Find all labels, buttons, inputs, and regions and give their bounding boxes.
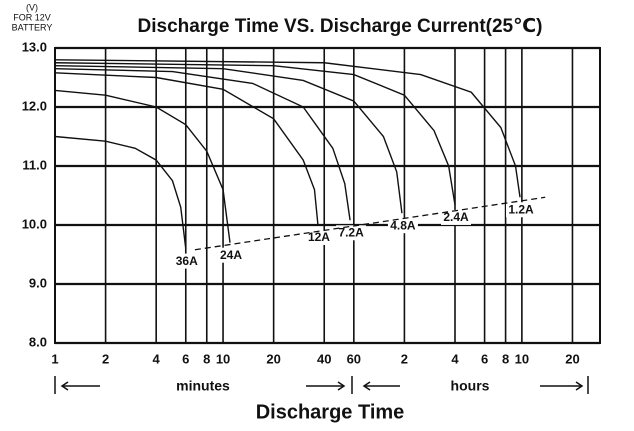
x-tick-label: 8 xyxy=(502,351,509,366)
y-tick-label: 13.0 xyxy=(22,39,47,54)
plot-frame xyxy=(54,47,601,344)
x-tick-label: 6 xyxy=(182,351,189,366)
x-tick-label: 40 xyxy=(317,351,331,366)
series-label: 2.4A xyxy=(443,210,469,224)
y-label: (V) xyxy=(26,2,38,12)
discharge-curve xyxy=(54,67,351,221)
label-bg xyxy=(336,225,367,241)
x-tick-label: 4 xyxy=(451,351,459,366)
y-tick-label: 12.0 xyxy=(22,98,47,113)
x-tick-label: 20 xyxy=(266,351,280,366)
x-tick-label: 2 xyxy=(401,351,408,366)
range-label: minutes xyxy=(176,378,230,394)
x-tick-label: 60 xyxy=(347,351,361,366)
y-tick-label: 11.0 xyxy=(22,157,47,172)
label-bg xyxy=(171,253,202,269)
discharge-curve xyxy=(54,62,456,206)
label-bg xyxy=(506,202,537,218)
chart-title: Discharge Time VS. Discharge Current(25℃… xyxy=(138,16,543,37)
discharge-curve xyxy=(54,72,319,226)
x-tick-label: 2 xyxy=(102,351,109,366)
label-bg xyxy=(440,209,471,225)
x-tick-label: 6 xyxy=(481,351,488,366)
series-label: 12A xyxy=(308,230,330,244)
x-tick-label: 20 xyxy=(565,351,579,366)
discharge-curve xyxy=(54,65,403,214)
y-tick-label: 10.0 xyxy=(22,216,47,231)
x-label: Discharge Time xyxy=(256,401,405,423)
x-tick-label: 4 xyxy=(153,351,161,366)
series-label: 36A xyxy=(176,254,198,268)
y-label: BATTERY xyxy=(12,22,53,32)
series-label: 1.2A xyxy=(508,202,534,216)
discharge-curve xyxy=(54,89,231,243)
series-label: 24A xyxy=(220,248,242,262)
x-tick-label: 1 xyxy=(51,351,58,366)
cutoff-line xyxy=(194,196,546,251)
x-tick-label: 10 xyxy=(216,351,230,366)
series-label: 7.2A xyxy=(338,225,364,239)
label-bg xyxy=(303,230,334,245)
label-bg xyxy=(216,247,247,263)
discharge-curve xyxy=(54,135,187,249)
series-label: 4.8A xyxy=(390,218,416,232)
range-bar xyxy=(54,376,589,394)
y-tick-label: 9.0 xyxy=(29,275,47,290)
x-tick-label: 8 xyxy=(203,351,210,366)
label-bg xyxy=(387,218,418,234)
x-tick-label: 10 xyxy=(515,351,529,366)
y-tick-label: 8.0 xyxy=(29,334,47,349)
y-label: FOR 12V xyxy=(13,12,51,22)
range-label: hours xyxy=(451,378,490,394)
discharge-curve xyxy=(54,59,521,198)
